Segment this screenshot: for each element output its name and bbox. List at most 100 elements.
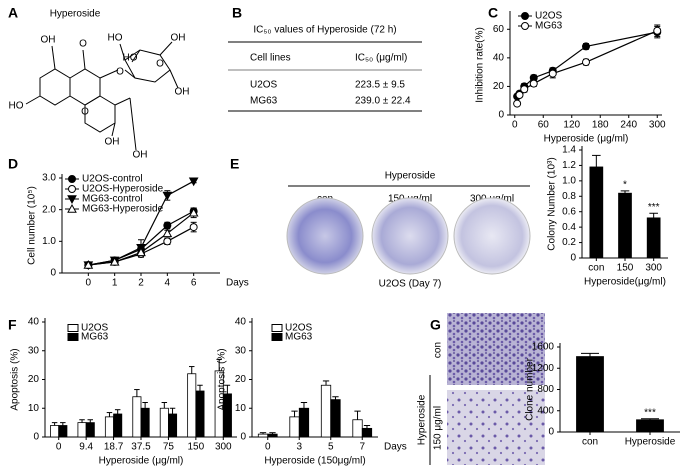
bar <box>646 217 661 259</box>
legend-label: U2OS <box>81 323 109 334</box>
x-tick-label: 37.5 <box>131 442 151 453</box>
annotation: *** <box>644 407 656 418</box>
bar <box>187 373 197 438</box>
legend-label: MG63 <box>285 332 313 343</box>
y-axis-label: Colony Number (10³) <box>547 157 558 250</box>
invasion-image <box>447 313 545 385</box>
table-cell: MG63 <box>250 96 278 107</box>
marker <box>582 42 590 51</box>
y-axis-label: Inhibition rate(%) <box>475 27 486 103</box>
annotation: *** <box>648 202 660 213</box>
bar <box>257 433 269 438</box>
x-tick-label: 0 <box>56 442 62 453</box>
x-tick-label: 300 <box>645 263 662 274</box>
y-tick-label: 20 <box>28 374 40 385</box>
series-line <box>516 30 658 104</box>
x-tick-label: 240 <box>620 120 637 131</box>
marker <box>83 260 94 269</box>
marker <box>521 22 529 30</box>
bar <box>298 407 310 438</box>
y-tick-label: 0.4 <box>562 222 576 233</box>
bar <box>320 384 332 438</box>
bar <box>352 419 363 438</box>
marker <box>529 79 538 88</box>
marker <box>653 26 662 35</box>
marker <box>68 185 76 193</box>
bar <box>77 422 87 438</box>
x-tick-label: 120 <box>563 120 580 131</box>
y-tick-label: 20 <box>235 374 247 385</box>
bar <box>85 422 95 438</box>
bar <box>159 407 169 438</box>
legend-label: MG63-Hyperoside <box>82 204 164 215</box>
x-tick-label: 60 <box>538 120 550 131</box>
x-tick-label: con <box>582 437 598 448</box>
bar <box>330 399 341 438</box>
bar <box>195 390 205 438</box>
bar <box>58 425 68 438</box>
atom-label: OH <box>175 87 190 98</box>
x-tick-label: 75 <box>163 442 175 453</box>
marker <box>188 177 199 187</box>
x-tick-label: 180 <box>592 120 609 131</box>
x-axis-label: Hyperoside (μg/ml) <box>544 134 629 145</box>
legend-swatch <box>271 333 283 341</box>
bar <box>589 166 604 259</box>
y-tick-label: 0 <box>570 253 576 264</box>
x-tick-label: 7 <box>359 442 365 453</box>
panel-label: B <box>232 5 242 21</box>
y-tick-label: 40 <box>28 317 40 328</box>
panel-label: F <box>8 317 17 333</box>
table-title: IC₅₀ values of Hyperoside (72 h) <box>253 25 396 36</box>
atom-label: OH <box>41 35 56 46</box>
legend-label: MG63 <box>535 21 563 32</box>
invasion-image <box>447 390 545 465</box>
y-tick-label: 1.2 <box>562 160 576 171</box>
table-header: Cell lines <box>250 53 291 64</box>
marker <box>515 91 524 99</box>
atom-label: O <box>116 67 124 78</box>
panel-label: C <box>488 5 498 21</box>
atom-label: HO <box>9 101 24 112</box>
x-axis-label: Hyperoside (150μg/ml) <box>264 456 365 467</box>
y-tick-label: 0 <box>33 432 39 443</box>
bar <box>132 396 142 438</box>
marker <box>162 228 173 238</box>
atom-label: O <box>156 59 164 70</box>
atom-label: OH <box>105 137 120 148</box>
x-tick-label: 3 <box>296 442 302 453</box>
marker <box>189 223 198 232</box>
bar <box>267 433 278 438</box>
y-tick-label: 1600 <box>532 342 555 353</box>
y-tick-label: 0.2 <box>562 237 576 248</box>
marker <box>163 221 172 230</box>
legend-label: U2OS <box>285 323 313 334</box>
panel-label: A <box>8 5 18 21</box>
x-tick-label: Hyperoside <box>625 437 676 448</box>
marker <box>188 207 199 217</box>
annotation: * <box>623 180 627 191</box>
x-tick-label: 0 <box>265 442 271 453</box>
x-tick-label: con <box>588 263 604 274</box>
x-tick-label: 150 <box>188 442 205 453</box>
bar <box>576 356 604 433</box>
y-tick-label: 40 <box>235 317 247 328</box>
x-tick-label: 0 <box>512 120 518 131</box>
x-tick-label: 18.7 <box>104 442 124 453</box>
y-axis-label: Apoptosis (%) <box>217 348 228 410</box>
image-label: 150 μg/ml <box>433 406 444 450</box>
y-tick-label: 10 <box>235 403 247 414</box>
y-tick-label: 20 <box>493 81 505 92</box>
y-tick-label: 0.8 <box>562 191 576 202</box>
x-axis-label: Hyperoside (μg/ml) <box>99 456 184 467</box>
marker <box>109 256 120 266</box>
panel-label: E <box>230 156 239 172</box>
image-label: con <box>433 342 444 358</box>
atom-label: OH <box>133 150 148 161</box>
colony-image <box>286 197 364 275</box>
atom-label: O <box>81 107 89 118</box>
bar <box>50 425 60 438</box>
panel-label: G <box>430 317 441 333</box>
x-tick-label: 1 <box>112 278 118 289</box>
legend-label: U2OS <box>535 11 563 22</box>
